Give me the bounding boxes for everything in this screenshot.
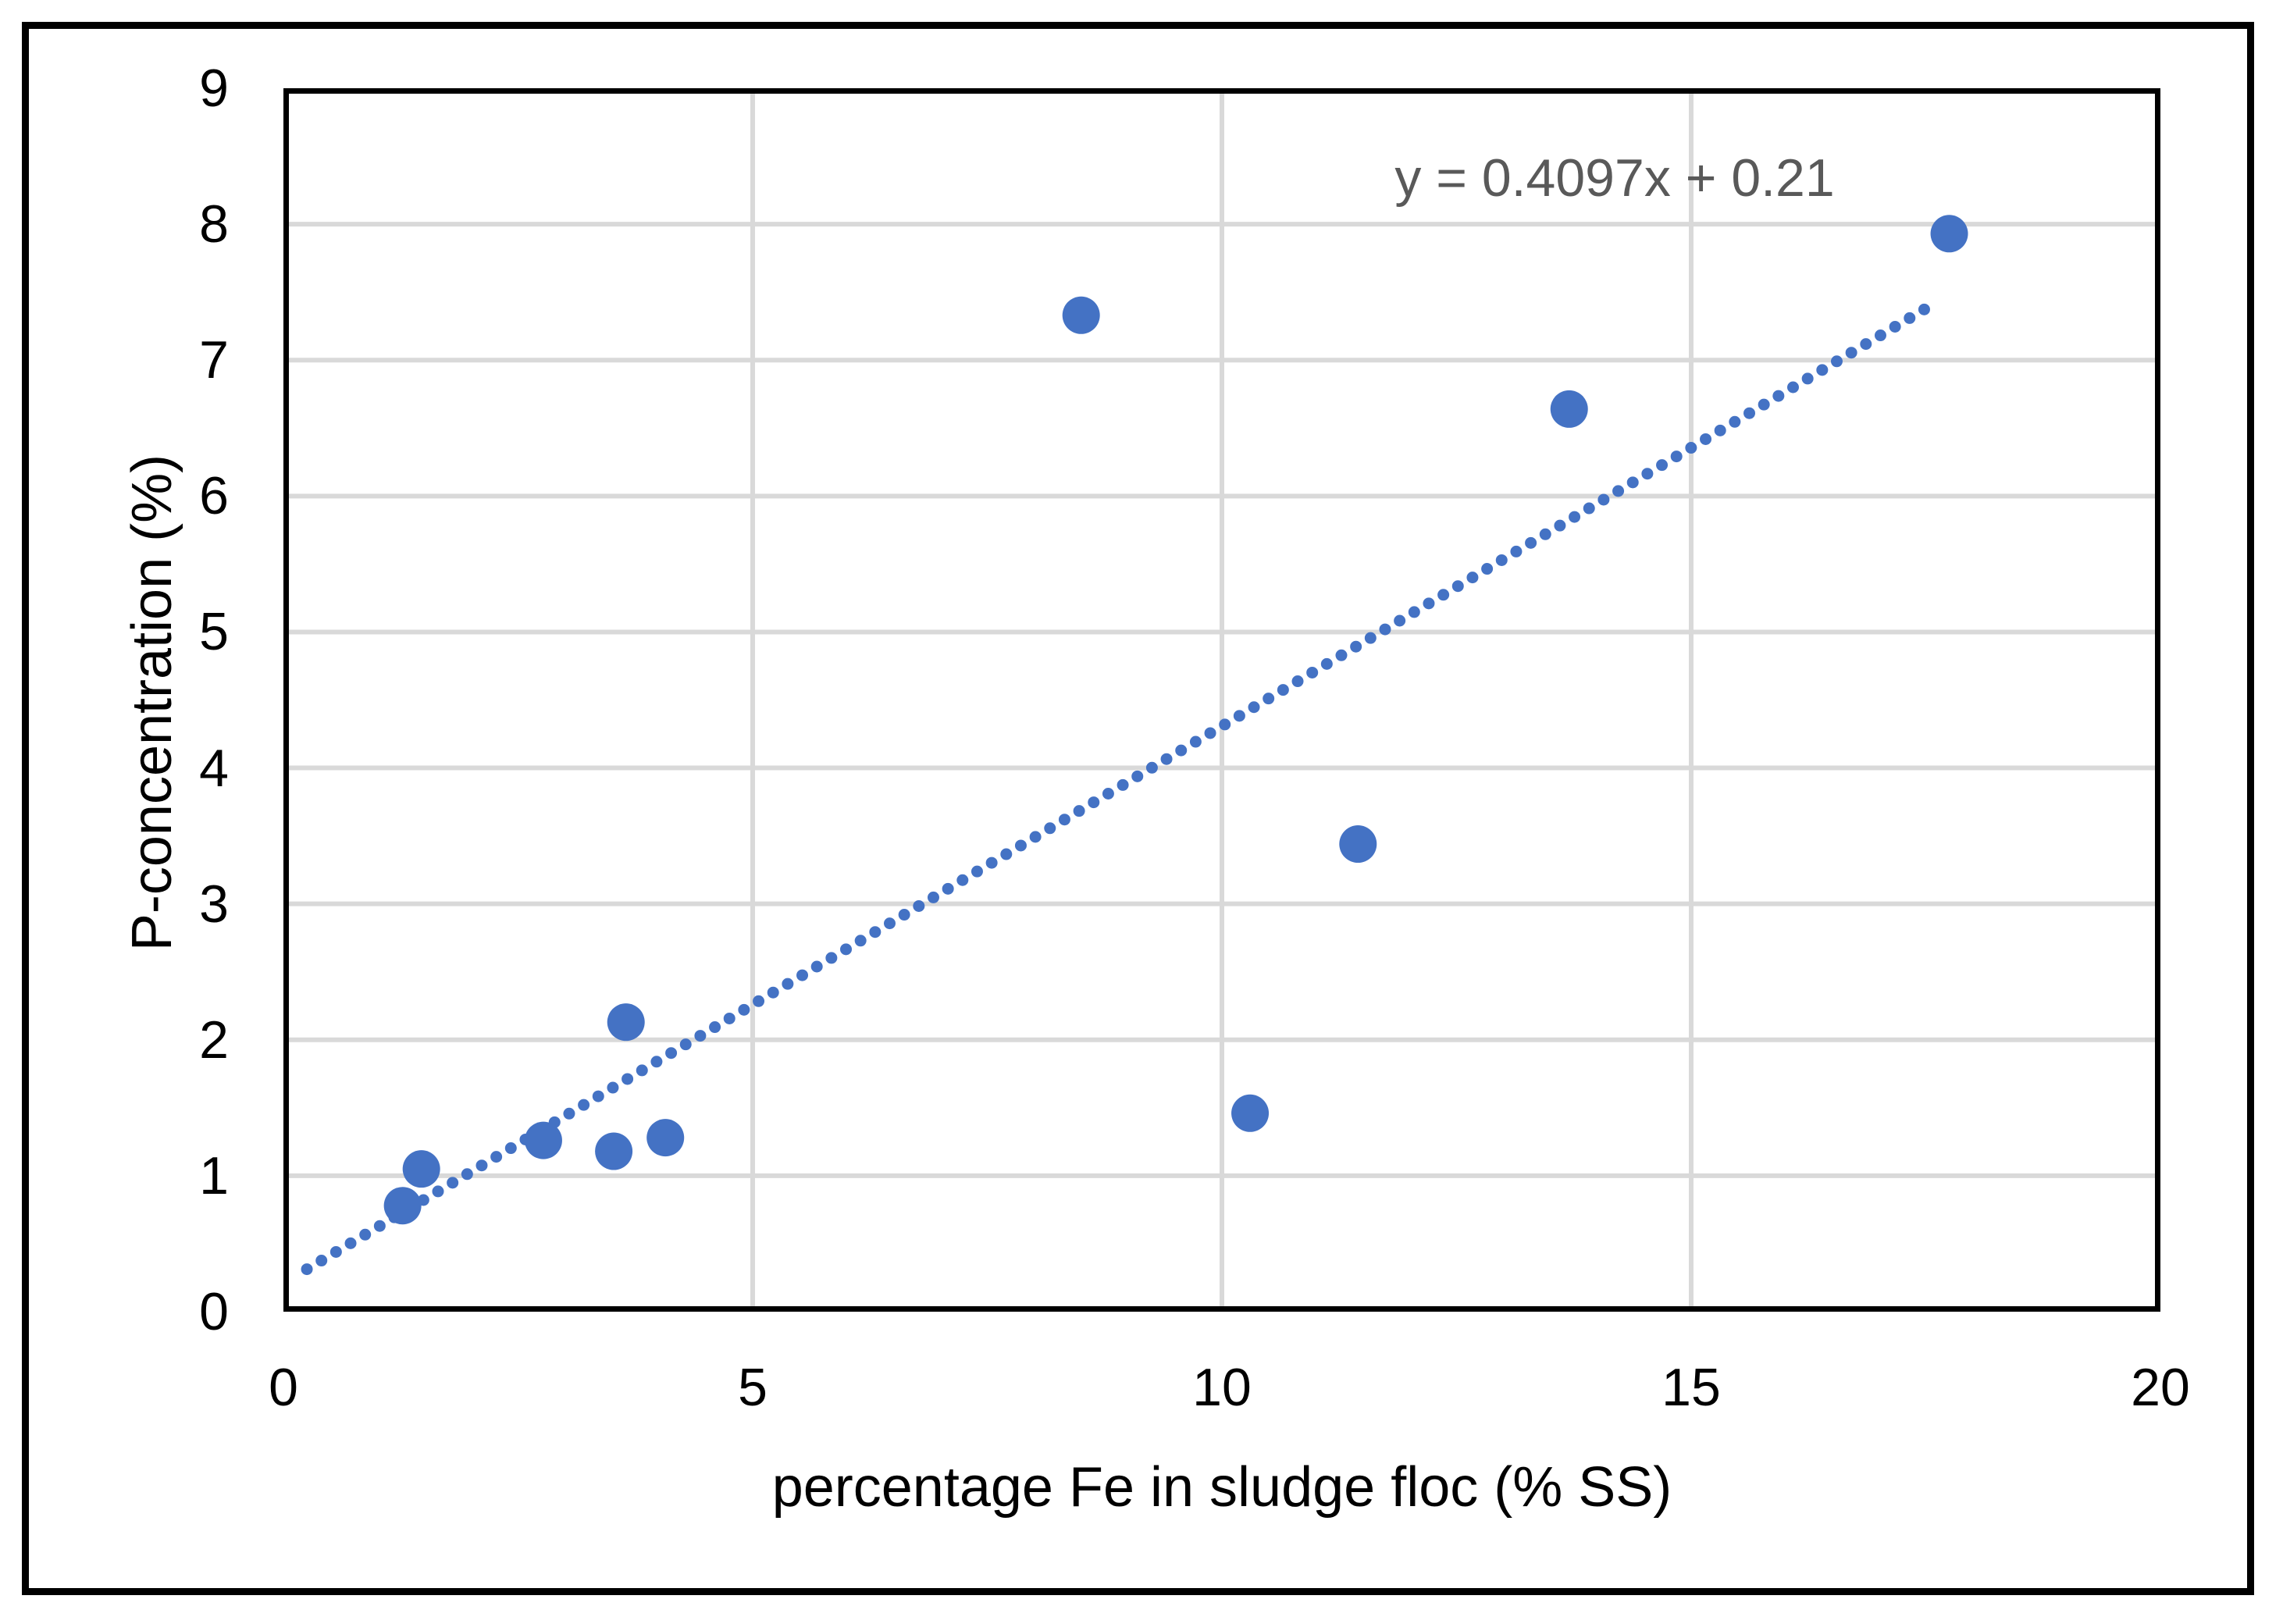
- y-tick-label: 7: [199, 330, 229, 390]
- x-tick-label: 15: [1661, 1358, 1721, 1417]
- data-point: [1062, 296, 1100, 334]
- figure-border: [22, 22, 2254, 1595]
- data-point: [1930, 215, 1968, 253]
- trendline-dotted: [301, 296, 1943, 1276]
- trendline-equation-label: y = 0.4097x + 0.21: [1394, 148, 1835, 208]
- data-point: [1231, 1094, 1270, 1132]
- data-point: [607, 1003, 645, 1042]
- x-tick-label: 20: [2131, 1358, 2190, 1417]
- y-tick-label: 0: [199, 1282, 229, 1341]
- y-tick-label: 9: [199, 59, 229, 118]
- plot-area: y = 0.4097x + 0.21: [283, 88, 2160, 1312]
- x-tick-label: 0: [269, 1358, 298, 1417]
- x-tick-label: 5: [738, 1358, 768, 1417]
- data-point: [646, 1119, 685, 1157]
- x-tick-label: 10: [1192, 1358, 1252, 1417]
- scatter-plot-canvas: [283, 88, 2160, 1312]
- y-tick-label: 2: [199, 1010, 229, 1070]
- data-point: [524, 1121, 562, 1159]
- y-tick-label: 6: [199, 466, 229, 526]
- y-tick-label: 8: [199, 194, 229, 255]
- data-point: [595, 1132, 633, 1170]
- data-point: [1339, 825, 1377, 864]
- data-point: [1550, 390, 1588, 428]
- x-axis-title: percentage Fe in sludge floc (% SS): [771, 1456, 1672, 1519]
- y-tick-label: 3: [199, 874, 229, 934]
- y-tick-label: 1: [199, 1145, 229, 1206]
- data-point: [383, 1187, 422, 1225]
- y-tick-label: 5: [199, 602, 229, 662]
- y-tick-label: 4: [199, 738, 229, 798]
- plot-border: [283, 88, 2160, 1312]
- data-point: [402, 1150, 440, 1188]
